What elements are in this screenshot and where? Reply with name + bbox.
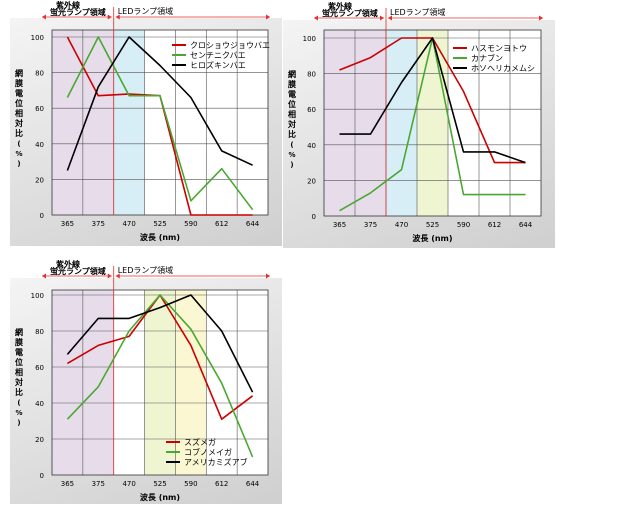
wavelength-band (144, 290, 176, 475)
uv-region-label: 紫外線 (56, 0, 80, 10)
x-tick-label: 644 (246, 220, 260, 228)
legend-entry: ヒロズキンバエ (190, 60, 246, 70)
x-tick-label: 612 (215, 220, 228, 228)
plot-border (323, 29, 542, 217)
legend-entry: ホソヘリカメムシ (471, 64, 535, 73)
x-tick-label: 525 (153, 220, 166, 228)
arrow-head (266, 14, 270, 20)
x-tick-label: 470 (122, 480, 135, 488)
legend-entry: コブノメイガ (184, 447, 232, 457)
y-tick-label: 60 (307, 106, 316, 114)
y-tick-label: 100 (303, 35, 316, 43)
y-tick-label: 40 (35, 400, 44, 408)
arrow-head (42, 14, 46, 20)
fluorescent-region-label: 蛍光ランプ領域 (50, 7, 106, 17)
uv-region-label: 紫外線 (56, 259, 80, 269)
y-axis-label: 網膜電位相対比(%) (14, 68, 23, 168)
x-tick-label: 470 (122, 220, 135, 228)
fluorescent-region-label: 蛍光ランプ領域 (50, 266, 106, 276)
arrow-head (42, 273, 46, 279)
arrow-head (115, 273, 120, 279)
plot-border (51, 289, 269, 476)
wavelength-band (175, 290, 207, 475)
x-tick-label: 590 (457, 221, 470, 229)
arrow-head (266, 273, 270, 279)
arrow-head (107, 14, 112, 20)
y-tick-label: 0 (312, 213, 316, 221)
arrow-head (388, 15, 392, 21)
fluorescent-region-label: 蛍光ランプ領域 (322, 8, 378, 18)
led-region-label: LEDランプ領域 (390, 7, 445, 17)
legend-entry: カナブン (471, 53, 503, 63)
x-axis-label: 波長 (nm) (140, 232, 180, 242)
legend-entry: スズメガ (184, 437, 216, 447)
x-tick-label: 365 (333, 221, 346, 229)
series-line-green (66, 294, 254, 458)
x-tick-label: 365 (61, 480, 74, 488)
x-tick-label: 644 (519, 221, 533, 229)
led-region-label: LEDランプ領域 (118, 265, 173, 275)
y-tick-label: 20 (35, 176, 44, 184)
y-tick-label: 80 (35, 70, 44, 78)
y-tick-label: 80 (35, 328, 44, 336)
x-tick-label: 612 (488, 221, 501, 229)
y-tick-label: 0 (40, 472, 44, 480)
series-line-black (339, 37, 526, 164)
wavelength-band (113, 30, 145, 215)
y-tick-label: 20 (35, 436, 44, 444)
series-line-black (66, 36, 253, 171)
y-tick-label: 0 (40, 212, 44, 220)
y-tick-label: 60 (35, 105, 44, 113)
y-tick-label: 40 (307, 142, 316, 150)
x-tick-label: 470 (395, 221, 408, 229)
wavelength-band (417, 30, 448, 216)
y-axis-label: 網膜電位相対比(%) (14, 327, 23, 427)
y-tick-label: 60 (35, 364, 44, 372)
arrow-head (107, 273, 112, 279)
arrow-head (539, 15, 543, 21)
x-axis-label: 波長 (nm) (412, 233, 452, 243)
y-tick-label: 20 (307, 177, 316, 185)
x-tick-label: 375 (92, 480, 105, 488)
y-tick-label: 80 (307, 71, 316, 79)
x-tick-label: 375 (364, 221, 377, 229)
y-tick-label: 100 (31, 292, 44, 300)
x-tick-label: 365 (61, 220, 74, 228)
uv-region-label: 紫外線 (328, 1, 352, 11)
x-axis-label: 波長 (nm) (140, 492, 180, 502)
x-tick-label: 612 (215, 480, 228, 488)
arrow-head (314, 15, 318, 21)
legend-entry: クロショウジョウバエ (190, 41, 270, 50)
x-tick-label: 590 (184, 220, 197, 228)
plot-border (51, 29, 269, 216)
led-region-label: LEDランプ領域 (118, 6, 173, 16)
y-tick-label: 100 (31, 34, 44, 42)
legend-entry: センチニクバエ (190, 51, 246, 60)
arrow-head (380, 15, 384, 21)
x-tick-label: 644 (246, 480, 260, 488)
x-tick-label: 590 (184, 480, 197, 488)
y-axis-label: 網膜電位相対比(%) (287, 69, 296, 169)
arrow-head (115, 14, 120, 20)
x-tick-label: 525 (426, 221, 439, 229)
legend-entry: ハスモンヨトウ (471, 44, 527, 53)
series-line-black (66, 294, 254, 393)
series-line-green (66, 36, 254, 211)
x-tick-label: 375 (92, 220, 105, 228)
y-tick-label: 40 (35, 141, 44, 149)
x-tick-label: 525 (153, 480, 166, 488)
legend-entry: アメリカミズアブ (184, 457, 248, 467)
